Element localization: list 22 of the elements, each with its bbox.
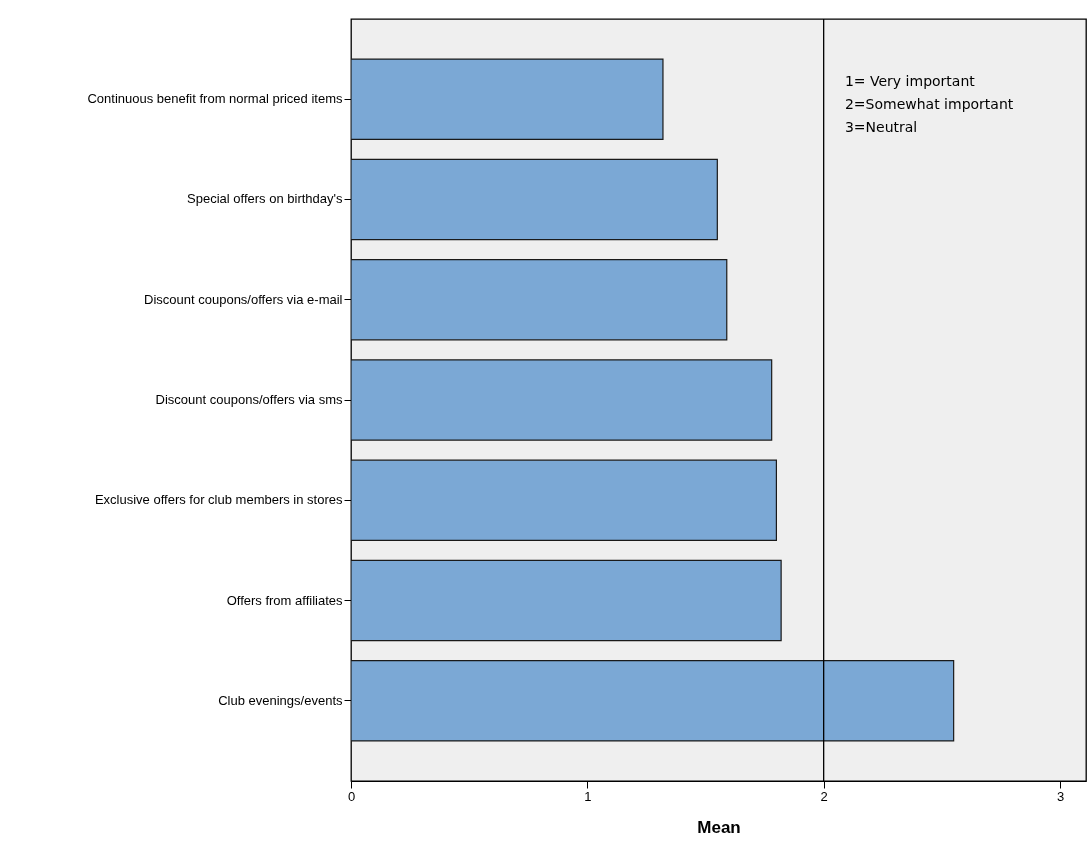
x-tick-label: 1	[584, 788, 592, 804]
bar	[351, 359, 773, 441]
bar	[351, 559, 782, 642]
bar	[351, 259, 728, 341]
bar	[351, 459, 777, 541]
y-tick-label: Offers from affiliates	[226, 592, 343, 608]
y-tick-label: Special offers on birthday's	[187, 191, 343, 207]
y-tick-label: Continuous benefit from normal priced items	[87, 91, 343, 107]
y-tick-label: Discount coupons/offers via e-mail	[144, 291, 343, 307]
annotation: 1= Very important	[844, 73, 976, 89]
x-tick-label: 0	[347, 788, 356, 804]
x-tick-label: 3	[1056, 788, 1065, 804]
x-axis-title: Mean	[697, 817, 741, 837]
y-tick-label: Discount coupons/offers via sms	[155, 392, 343, 407]
y-tick-label: Club evenings/events	[218, 692, 343, 708]
bar	[351, 660, 955, 742]
bar	[351, 58, 664, 140]
y-tick-label: Exclusive offers for club members in stores	[94, 492, 343, 508]
annotation: 2=Somewhat important	[844, 96, 1014, 112]
annotation: 3=Neutral	[844, 119, 918, 135]
x-tick-label: 2	[820, 788, 828, 804]
bar	[351, 158, 718, 241]
